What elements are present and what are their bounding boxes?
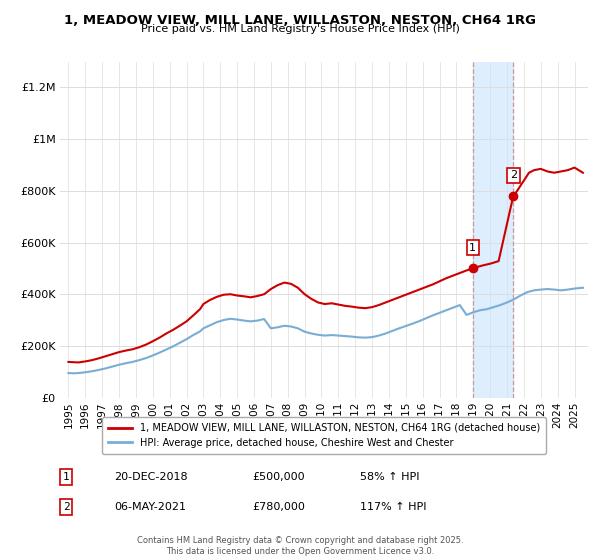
Text: 2: 2: [62, 502, 70, 512]
Bar: [473, 62, 513, 398]
Text: 117% ↑ HPI: 117% ↑ HPI: [360, 502, 427, 512]
Text: 1: 1: [62, 472, 70, 482]
Text: 06-MAY-2021: 06-MAY-2021: [114, 502, 186, 512]
Text: £780,000: £780,000: [252, 502, 305, 512]
Text: 1: 1: [469, 242, 476, 253]
Text: Contains HM Land Registry data © Crown copyright and database right 2025.
This d: Contains HM Land Registry data © Crown c…: [137, 536, 463, 556]
Legend: 1, MEADOW VIEW, MILL LANE, WILLASTON, NESTON, CH64 1RG (detached house), HPI: Av: 1, MEADOW VIEW, MILL LANE, WILLASTON, NE…: [102, 417, 546, 454]
Text: 2: 2: [510, 170, 517, 180]
Text: 1, MEADOW VIEW, MILL LANE, WILLASTON, NESTON, CH64 1RG: 1, MEADOW VIEW, MILL LANE, WILLASTON, NE…: [64, 14, 536, 27]
Text: 20-DEC-2018: 20-DEC-2018: [114, 472, 188, 482]
Text: 58% ↑ HPI: 58% ↑ HPI: [360, 472, 419, 482]
Text: £500,000: £500,000: [252, 472, 305, 482]
Text: Price paid vs. HM Land Registry's House Price Index (HPI): Price paid vs. HM Land Registry's House …: [140, 24, 460, 34]
